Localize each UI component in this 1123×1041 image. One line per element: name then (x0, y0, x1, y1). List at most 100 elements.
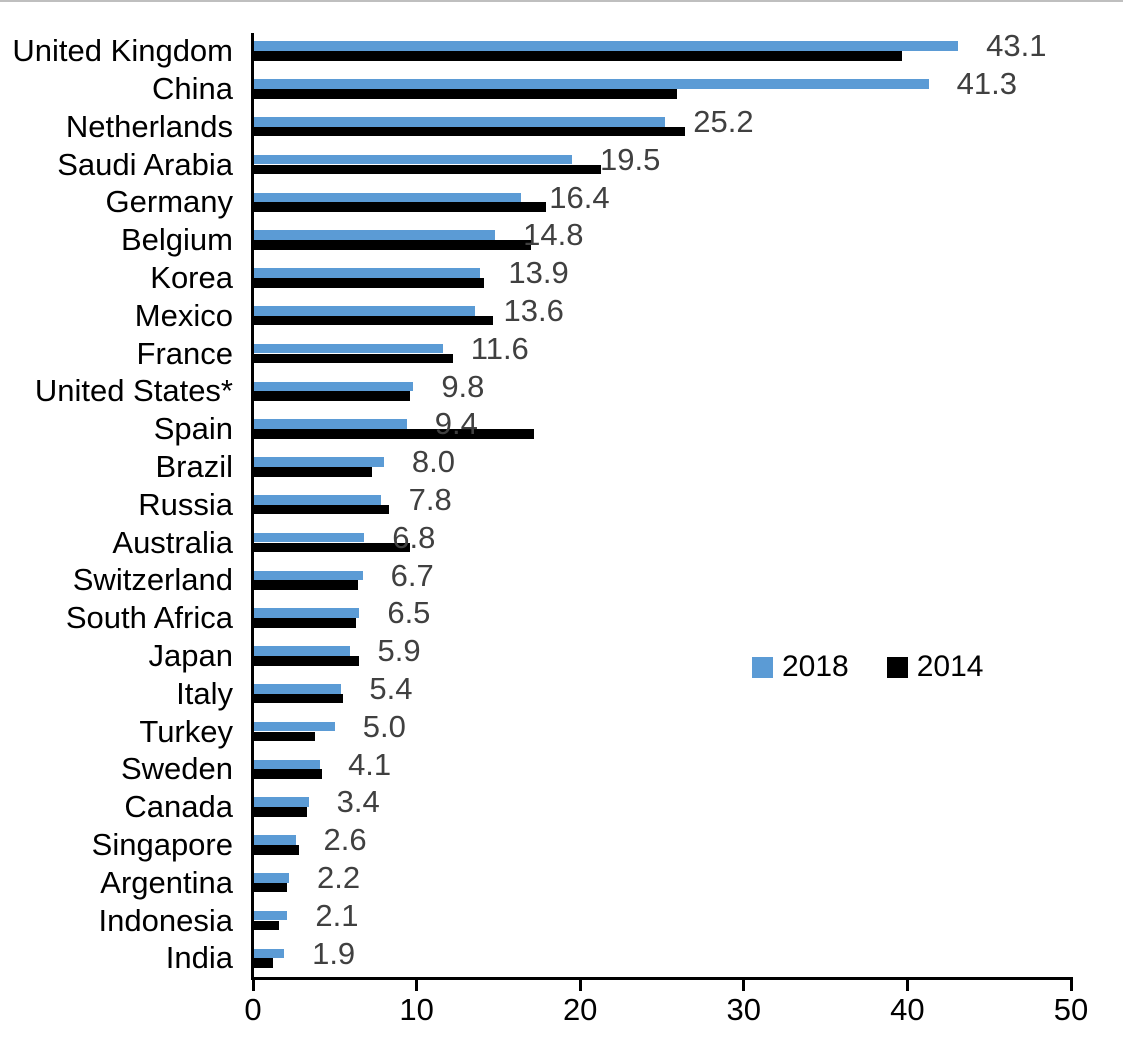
category-label: Canada (124, 789, 233, 825)
bar-2018 (253, 759, 321, 770)
bar-2018 (253, 835, 296, 845)
bar-2018 (253, 230, 496, 241)
bar-2018 (253, 910, 288, 921)
legend-swatch-2014-icon (886, 656, 908, 678)
bar-2018 (253, 306, 476, 316)
category-label: Singapore (91, 827, 233, 862)
top-border-line (0, 0, 1123, 2)
bar-2018 (253, 79, 929, 89)
category-label: India (165, 940, 233, 976)
category-label: Saudi Arabia (57, 146, 233, 182)
category-label: Germany (105, 184, 233, 220)
bar-2014 (253, 126, 685, 137)
bar-2018 (253, 495, 381, 505)
bar-2014 (253, 882, 288, 893)
data-label: 25.2 (693, 104, 754, 139)
bar-2018 (253, 797, 309, 808)
x-axis-line (251, 977, 1073, 980)
data-label: 5.0 (362, 708, 406, 744)
x-axis-tick-label: 0 (244, 992, 262, 1027)
x-axis-tick-label: 50 (1053, 992, 1089, 1027)
data-label: 2.6 (323, 822, 367, 858)
data-label: 9.4 (434, 406, 478, 442)
data-label: 7.8 (408, 482, 452, 517)
legend-swatch-2018-icon (752, 656, 773, 678)
bar-2018 (253, 419, 407, 430)
data-label: 3.4 (336, 784, 380, 820)
bar-2018 (253, 268, 481, 278)
bar-2014 (253, 277, 484, 288)
bar-2018 (253, 381, 414, 392)
category-label: Korea (150, 260, 233, 295)
x-axis-tick (415, 980, 419, 991)
x-axis-tick (251, 980, 255, 991)
category-label: Indonesia (98, 902, 233, 938)
bar-2014 (253, 315, 494, 326)
bar-2014 (253, 844, 299, 855)
bar-2018 (253, 646, 350, 656)
x-axis-tick (742, 980, 746, 991)
bar-2014 (253, 542, 411, 553)
data-label: 5.4 (369, 671, 413, 706)
bar-2014 (253, 429, 535, 439)
bar-2014 (253, 353, 453, 364)
bar-2014 (253, 504, 389, 515)
category-label: Spain (153, 411, 233, 447)
data-label: 6.7 (390, 557, 434, 593)
category-label: Italy (176, 675, 233, 711)
x-axis-tick (905, 980, 909, 991)
bar-2014 (253, 240, 532, 250)
category-label: Turkey (139, 713, 233, 749)
bar-2018 (253, 608, 360, 619)
data-label: 6.5 (387, 595, 431, 631)
bar-2018 (253, 570, 363, 581)
category-label: China (152, 71, 233, 106)
x-axis-tick-label: 10 (399, 992, 434, 1027)
data-label: 5.9 (377, 633, 421, 669)
data-label: 16.4 (549, 179, 610, 215)
category-label: France (136, 335, 233, 371)
bar-2018 (253, 457, 384, 467)
bar-2014 (253, 618, 357, 628)
bar-2014 (253, 693, 343, 704)
x-axis-tick-label: 30 (726, 992, 762, 1027)
data-label: 41.3 (956, 66, 1017, 102)
bar-2014 (253, 958, 273, 968)
bar-2014 (253, 88, 677, 99)
category-label: Mexico (134, 297, 233, 333)
bar-2018 (253, 117, 666, 127)
data-label: 2.1 (315, 897, 359, 933)
bar-2018 (253, 873, 289, 883)
category-label: Belgium (121, 222, 233, 258)
data-label: 13.6 (503, 293, 564, 328)
data-label: 4.1 (348, 746, 392, 782)
bar-2018 (253, 192, 522, 203)
bar-2018 (253, 684, 342, 694)
bar-2014 (253, 51, 903, 61)
data-label: 9.8 (441, 368, 485, 404)
bar-2014 (253, 731, 316, 742)
bar-2018 (253, 532, 365, 543)
y-axis-line (251, 33, 254, 980)
legend-label-2014: 2014 (916, 650, 984, 683)
data-label: 1.9 (312, 935, 356, 971)
legend-item-2018: 2018 (752, 650, 849, 684)
bar-2014 (253, 391, 411, 401)
data-label: 11.6 (470, 330, 529, 366)
data-label: 14.8 (523, 217, 584, 253)
x-axis-tick-label: 40 (890, 992, 925, 1027)
plot-area: 43.1 41.3 25.2 19.5 16.4 14.8 13.9 13.6 11.6 9.8 9… (253, 28, 1073, 978)
bar-2018 (253, 41, 959, 52)
legend: 2018 2014 (752, 650, 984, 684)
bar-2014 (253, 769, 322, 779)
category-label: Argentina (100, 864, 233, 900)
x-axis-tick (1069, 980, 1073, 991)
bar-2014 (253, 164, 602, 175)
legend-label-2018: 2018 (782, 650, 849, 683)
category-label: Netherlands (65, 108, 233, 144)
x-axis-tick-label: 20 (562, 992, 598, 1027)
category-label: United Kingdom (12, 33, 233, 69)
category-label: South Africa (65, 600, 233, 636)
category-label: Brazil (155, 449, 233, 484)
